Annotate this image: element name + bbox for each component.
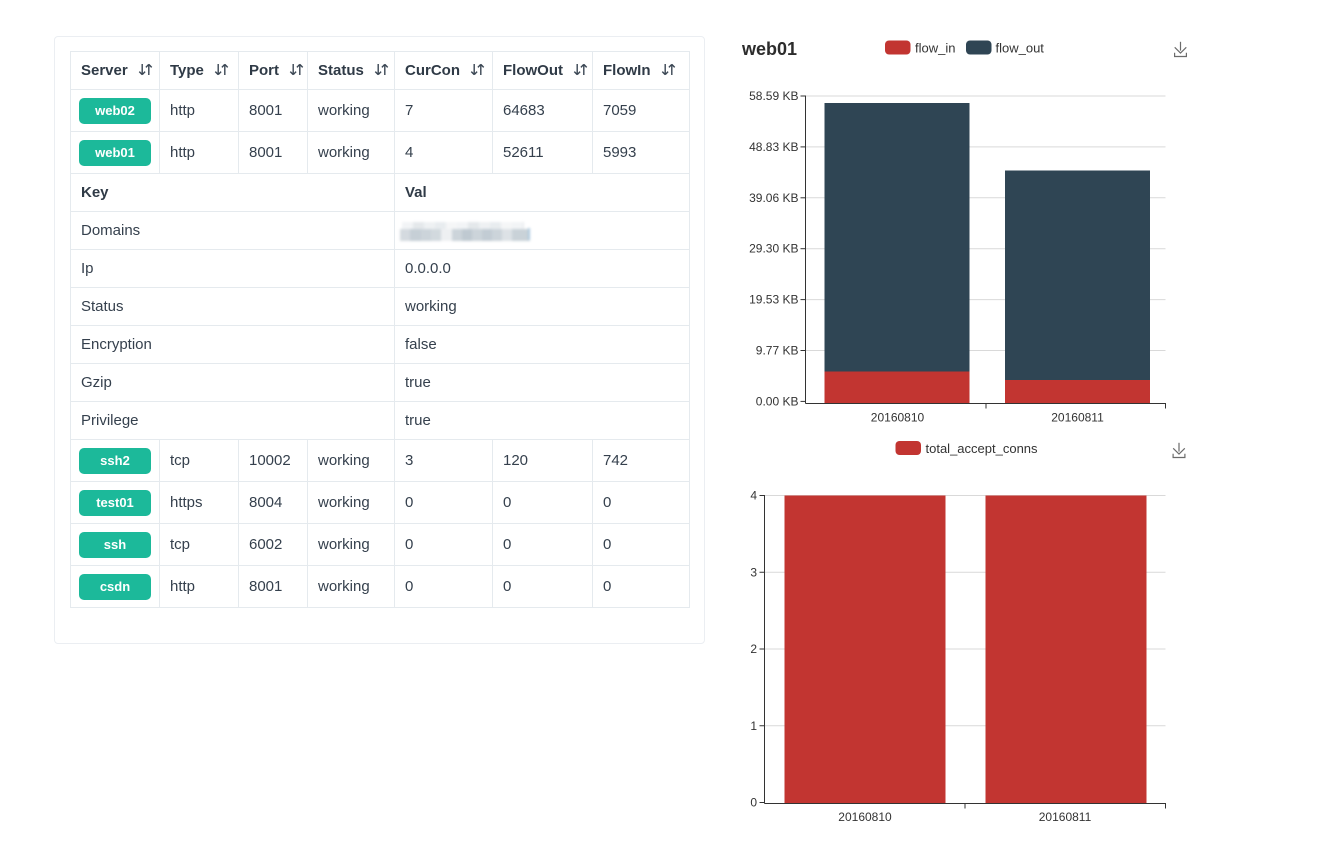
svg-text:total_accept_conns: total_accept_conns (926, 441, 1039, 456)
svg-text:20160810: 20160810 (838, 810, 892, 824)
svg-text:29.30 KB: 29.30 KB (749, 242, 798, 256)
svg-text:48.83 KB: 48.83 KB (749, 140, 798, 154)
svg-text:19.53 KB: 19.53 KB (749, 293, 798, 307)
svg-text:39.06 KB: 39.06 KB (749, 191, 798, 205)
svg-text:20160811: 20160811 (1051, 411, 1104, 425)
svg-text:9.77 KB: 9.77 KB (756, 344, 799, 358)
svg-text:0.00 KB: 0.00 KB (756, 394, 799, 408)
svg-text:0: 0 (750, 796, 757, 810)
svg-text:3: 3 (750, 565, 757, 579)
svg-text:58.59 KB: 58.59 KB (749, 89, 798, 103)
svg-text:1: 1 (750, 719, 757, 733)
svg-text:flow_out: flow_out (996, 41, 1045, 56)
svg-text:2: 2 (750, 642, 757, 656)
svg-text:flow_in: flow_in (915, 41, 955, 56)
svg-text:20160810: 20160810 (871, 411, 925, 425)
svg-text:20160811: 20160811 (1039, 810, 1092, 824)
svg-text:4: 4 (750, 489, 757, 503)
svg-text:web01: web01 (741, 39, 797, 59)
